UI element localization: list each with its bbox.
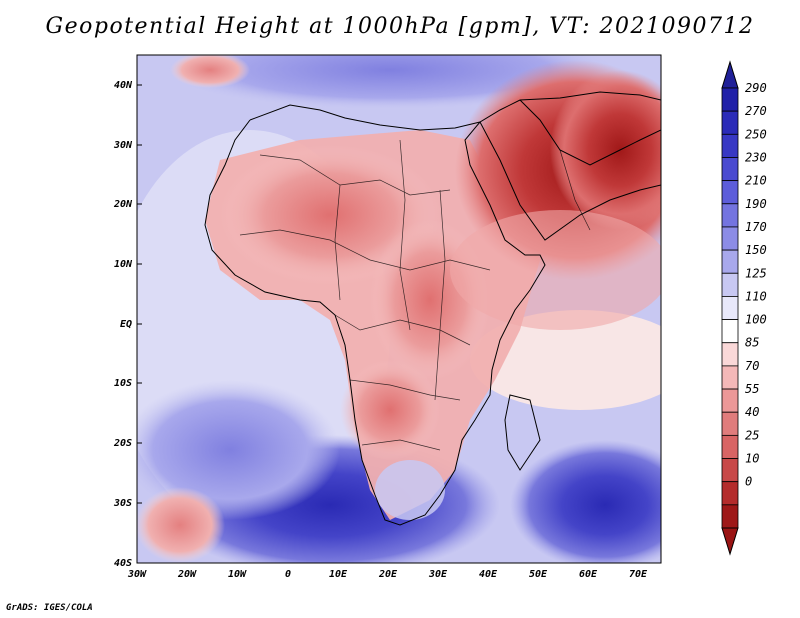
colorbar-swatch — [721, 342, 739, 367]
colorbar-label: 290 — [745, 81, 767, 95]
lon-label: 20W — [177, 569, 197, 580]
colorbar-label: 125 — [745, 266, 767, 280]
lat-label: 20S — [113, 438, 132, 449]
colorbar-label: 100 — [745, 313, 767, 327]
colorbar-label: 230 — [745, 150, 767, 164]
colorbar-swatch — [721, 365, 739, 390]
coastlines — [204, 91, 661, 526]
colorbar-swatch — [721, 481, 739, 506]
colorbar-swatch — [721, 133, 739, 158]
lon-label: 30E — [428, 569, 448, 580]
colorbar-label: 0 — [745, 475, 752, 489]
colorbar-bottom-arrow — [721, 527, 739, 556]
colorbar-swatch — [721, 203, 739, 228]
colorbar-label: 85 — [745, 336, 759, 350]
colorbar-swatch — [721, 319, 739, 344]
colorbar-label: 25 — [745, 428, 759, 442]
lat-label: 40N — [114, 80, 133, 91]
colorbar-swatch — [721, 110, 739, 135]
colorbar-swatch — [721, 458, 739, 483]
lon-label: 30W — [127, 569, 147, 580]
colorbar-swatch — [721, 388, 739, 413]
colorbar-label: 10 — [745, 452, 759, 466]
lat-label: 20N — [113, 199, 133, 210]
colorbar-label: 55 — [745, 382, 759, 396]
lat-label: 10N — [114, 259, 133, 270]
colorbar-swatch — [721, 226, 739, 251]
colorbar-swatch — [721, 249, 739, 274]
colorbar-swatch — [721, 434, 739, 459]
lon-label: 70E — [629, 569, 648, 580]
lon-label: 0 — [285, 569, 291, 580]
colorbar: 2902702502302101901701501251101008570554… — [721, 60, 767, 556]
lon-label: 60E — [579, 569, 598, 580]
colorbar-swatch — [721, 272, 739, 297]
lon-label: 20E — [378, 569, 398, 580]
colorbar-swatch — [721, 180, 739, 205]
plot-frame — [136, 54, 662, 564]
colorbar-swatch — [721, 87, 739, 112]
colorbar-label: 110 — [745, 289, 767, 303]
colorbar-label: 250 — [745, 127, 767, 141]
latitude-axis: 40N 30N 20N 10N EQ 10S 20S 30S 40S — [113, 80, 142, 569]
colorbar-label: 210 — [745, 174, 767, 188]
credit-text: GrADS: IGES/COLA — [6, 603, 93, 613]
lat-label: EQ — [120, 319, 132, 330]
colorbar-swatch — [721, 296, 739, 320]
lat-label: 30N — [113, 140, 133, 151]
colorbar-swatch — [721, 157, 739, 182]
lat-label: 40S — [114, 558, 132, 569]
lon-label: 10W — [228, 569, 247, 580]
lon-label: 50E — [529, 569, 548, 580]
lon-label: 10E — [329, 569, 348, 580]
lat-label: 30S — [113, 498, 132, 509]
colorbar-label: 170 — [745, 220, 767, 234]
colorbar-swatch — [721, 504, 739, 529]
colorbar-swatch — [721, 411, 739, 436]
country-borders — [239, 139, 591, 451]
colorbar-top-arrow — [721, 60, 739, 89]
lat-label: 10S — [114, 378, 132, 389]
map-title: Geopotential Height at 1000hPa [gpm], VT… — [45, 14, 755, 39]
longitude-axis: 30W 20W 10W 0 10E 20E 30E 40E 50E 60E 70… — [127, 569, 648, 580]
colorbar-label: 40 — [745, 405, 759, 419]
colorbar-label: 190 — [745, 197, 767, 211]
height-field — [137, 55, 661, 563]
lon-label: 40E — [479, 569, 498, 580]
colorbar-label: 270 — [745, 104, 767, 118]
colorbar-label: 70 — [745, 359, 759, 373]
colorbar-label: 150 — [745, 243, 767, 257]
